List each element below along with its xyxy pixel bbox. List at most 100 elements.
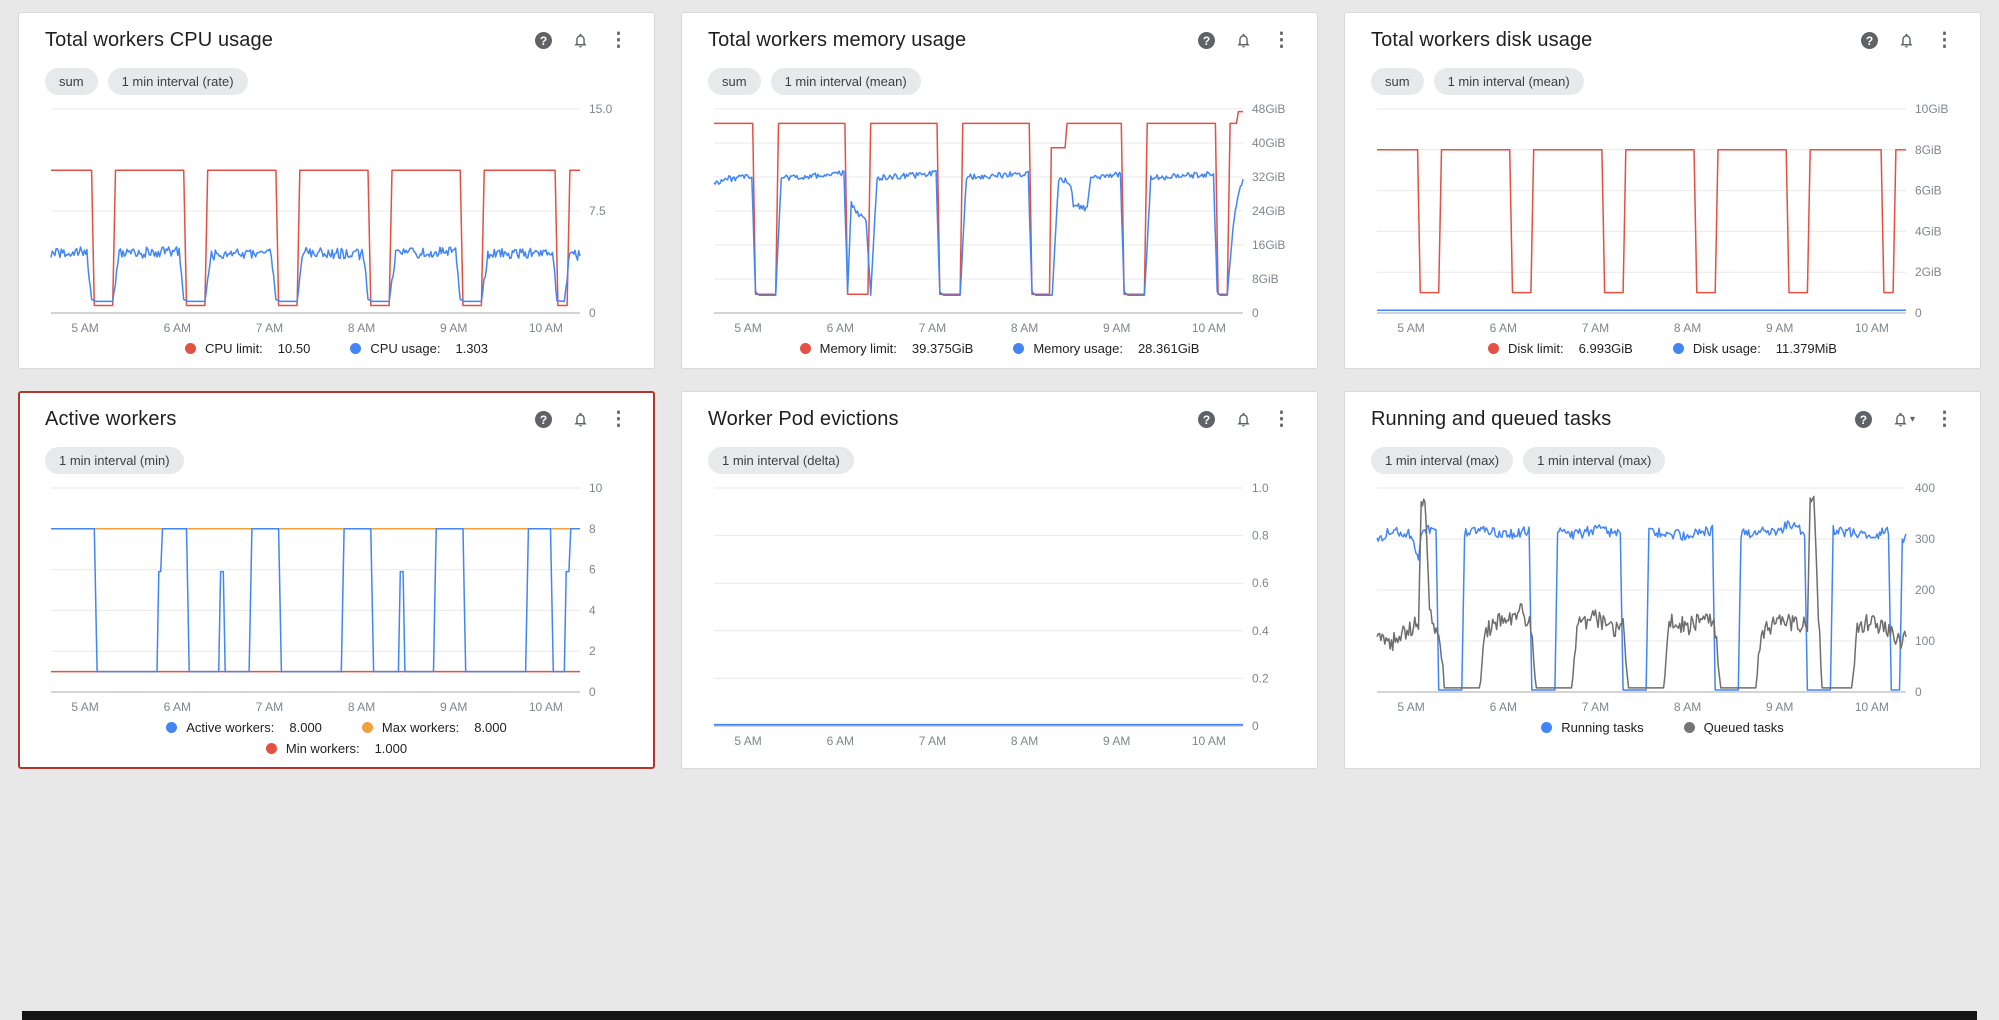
- legend: CPU limit: 10.50 CPU usage: 1.303: [45, 341, 628, 356]
- chips-row: sum 1 min interval (mean): [708, 68, 1291, 95]
- legend-color-dot: [1488, 343, 1500, 354]
- x-tick-label: 8 AM: [1011, 734, 1038, 748]
- legend-item[interactable]: Running tasks: [1541, 720, 1644, 735]
- aggregation-chip[interactable]: 1 min interval (max): [1371, 447, 1514, 474]
- y-tick-label: 6GiB: [1915, 184, 1942, 198]
- more-options-icon[interactable]: ⋮: [1935, 30, 1954, 51]
- y-tick-label: 10GiB: [1915, 102, 1948, 116]
- legend-item[interactable]: Memory usage: 28.361GiB: [1013, 341, 1199, 356]
- legend-item[interactable]: CPU usage: 1.303: [350, 341, 488, 356]
- alert-bell-icon[interactable]: [572, 411, 589, 428]
- card-icons: ? ⋮: [535, 410, 628, 429]
- aggregation-chip[interactable]: 1 min interval (mean): [1433, 68, 1584, 95]
- help-icon[interactable]: ?: [535, 32, 552, 49]
- x-tick-label: 6 AM: [827, 734, 854, 748]
- legend-value: 8.000: [289, 720, 322, 735]
- series-cpu-usage: [50, 246, 581, 303]
- y-tick-label: 0: [589, 306, 596, 320]
- chart-canvas: 0 2GiB 4GiB 6GiB 8GiB 10GiB 5 AM 6 AM 7 AM 8 AM 9 …: [1377, 102, 1948, 335]
- legend-item[interactable]: Active workers: 8.000: [166, 720, 322, 735]
- x-tick-label: 9 AM: [1103, 321, 1130, 335]
- alert-bell-icon[interactable]: [1235, 411, 1252, 428]
- legend-label: CPU limit:: [205, 341, 263, 356]
- help-icon[interactable]: ?: [1854, 411, 1872, 428]
- y-tick-label: 200: [1915, 583, 1935, 597]
- legend-row: Min workers: 1.000: [265, 741, 408, 756]
- aggregation-chip[interactable]: 1 min interval (delta): [708, 447, 854, 474]
- legend-item[interactable]: Min workers: 1.000: [265, 741, 408, 756]
- aggregation-chip[interactable]: 1 min interval (mean): [770, 68, 921, 95]
- aggregation-chip[interactable]: 1 min interval (rate): [107, 68, 248, 95]
- legend-label: Memory usage:: [1033, 341, 1123, 356]
- series-running-tasks: [1376, 520, 1907, 691]
- card-header: Worker Pod evictions ? ⋮: [708, 408, 1291, 431]
- legend-item[interactable]: Memory limit: 39.375GiB: [799, 341, 973, 356]
- legend-row: Active workers: 8.000 Max workers: 8.000: [166, 720, 507, 735]
- aggregation-chip[interactable]: sum: [1371, 68, 1424, 95]
- y-tick-label: 0.2: [1252, 671, 1269, 685]
- legend-item[interactable]: Max workers: 8.000: [361, 720, 507, 735]
- x-tick-label: 10 AM: [1192, 734, 1226, 748]
- legend-value: 1.000: [374, 741, 408, 756]
- more-options-icon[interactable]: ⋮: [1272, 30, 1291, 51]
- chart-card-running-queued-tasks: Running and queued tasks ? ▾ ⋮ 1 min int…: [1344, 391, 1981, 769]
- aggregation-chip[interactable]: 1 min interval (max): [1523, 447, 1666, 474]
- more-options-icon[interactable]: ⋮: [1272, 409, 1291, 430]
- more-options-icon[interactable]: ⋮: [609, 409, 628, 430]
- help-icon[interactable]: ?: [1861, 32, 1878, 49]
- chart-canvas: 0 7.5 15.0 5 AM 6 AM 7 AM 8 AM 9 AM 10 AM: [50, 102, 613, 335]
- x-tick-label: 5 AM: [734, 321, 761, 335]
- y-tick-label: 6: [589, 563, 596, 577]
- aggregation-chip[interactable]: sum: [45, 68, 98, 95]
- y-tick-label: 2GiB: [1915, 265, 1942, 279]
- chart-title: Running and queued tasks: [1371, 408, 1612, 430]
- chart-canvas: 0 0.2 0.4 0.6 0.8 1.0 5 AM 6 AM 7 AM 8 AM 9 AM 10 A…: [714, 481, 1269, 748]
- legend-item[interactable]: Disk usage: 11.379MiB: [1672, 341, 1837, 356]
- alert-bell-icon[interactable]: [572, 32, 589, 49]
- x-tick-label: 10 AM: [1192, 321, 1226, 335]
- legend-value: 28.361GiB: [1137, 341, 1200, 356]
- x-tick-label: 6 AM: [1490, 700, 1517, 714]
- chevron-down-icon[interactable]: ▾: [1909, 414, 1915, 425]
- chart-title: Total workers memory usage: [708, 29, 967, 51]
- x-tick-label: 10 AM: [529, 700, 563, 714]
- y-tick-label: 0.8: [1252, 529, 1269, 543]
- help-icon[interactable]: ?: [1198, 32, 1215, 49]
- legend-item[interactable]: Disk limit: 6.993GiB: [1488, 341, 1633, 356]
- chips-row: 1 min interval (max) 1 min interval (max): [1371, 447, 1954, 474]
- y-tick-label: 0: [1915, 306, 1922, 320]
- legend-color-dot: [185, 343, 197, 354]
- series-memory-usage: [713, 169, 1244, 296]
- y-tick-label: 0: [1252, 306, 1259, 320]
- more-options-icon[interactable]: ⋮: [609, 30, 628, 51]
- y-tick-label: 8GiB: [1252, 272, 1279, 286]
- x-tick-label: 9 AM: [440, 700, 467, 714]
- legend-item[interactable]: Queued tasks: [1683, 720, 1784, 735]
- x-tick-label: 7 AM: [1582, 321, 1609, 335]
- legend: Disk limit: 6.993GiB Disk usage: 11.379MiB: [1371, 341, 1954, 356]
- help-icon[interactable]: ?: [1198, 411, 1215, 428]
- series-cpu-limit: [51, 169, 580, 307]
- series-disk-limit: [1377, 149, 1906, 294]
- charts-grid: Total workers CPU usage ? ⋮ sum 1 min int…: [18, 12, 1981, 769]
- x-tick-label: 9 AM: [1766, 321, 1793, 335]
- legend-color-dot: [1672, 343, 1684, 354]
- legend-item[interactable]: CPU limit: 10.50: [185, 341, 310, 356]
- alert-bell-icon[interactable]: [1898, 32, 1915, 49]
- chart-title: Total workers CPU usage: [45, 29, 273, 51]
- card-icons: ? ⋮: [1198, 31, 1291, 50]
- aggregation-chip[interactable]: sum: [708, 68, 761, 95]
- y-tick-label: 4GiB: [1915, 224, 1942, 238]
- alert-bell-icon[interactable]: [1235, 32, 1252, 49]
- y-tick-label: 300: [1915, 532, 1935, 546]
- legend-value: 11.379MiB: [1775, 341, 1837, 356]
- alert-bell-icon[interactable]: ▾: [1892, 411, 1915, 428]
- y-tick-label: 0: [589, 685, 596, 699]
- more-options-icon[interactable]: ⋮: [1935, 409, 1954, 430]
- help-icon[interactable]: ?: [535, 411, 552, 428]
- chart-canvas: 0 100 200 300 400 5 AM 6 AM 7 AM 8 AM 9 AM 10 AM: [1376, 481, 1935, 714]
- y-tick-label: 0.6: [1252, 576, 1269, 590]
- y-tick-label: 0: [1252, 719, 1259, 733]
- aggregation-chip[interactable]: 1 min interval (min): [45, 447, 184, 474]
